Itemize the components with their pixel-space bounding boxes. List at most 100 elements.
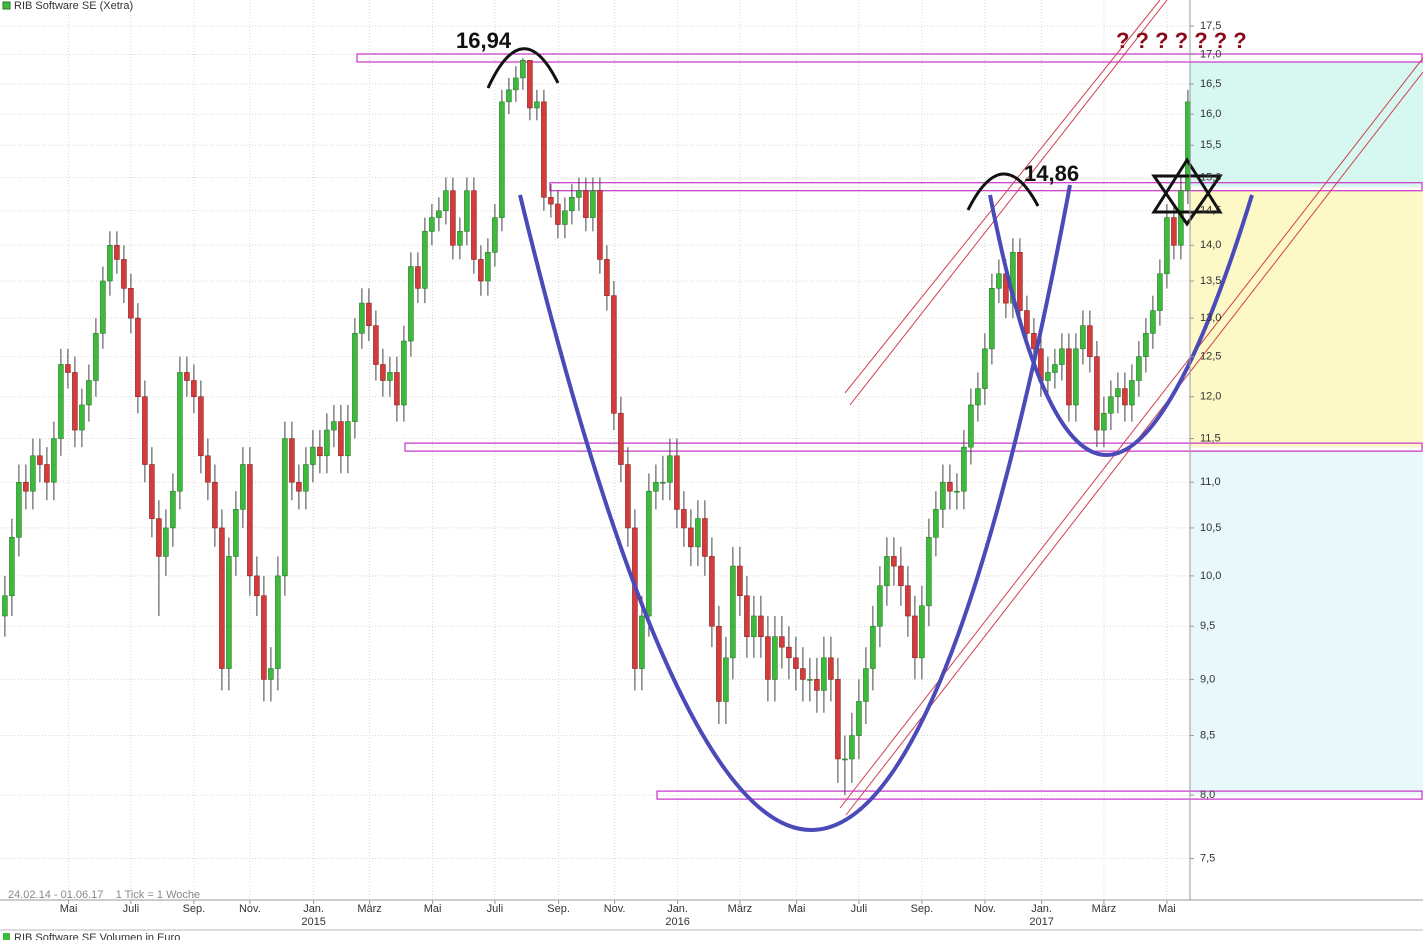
candle-body bbox=[457, 231, 463, 246]
candle-body bbox=[1122, 388, 1128, 406]
candle-body bbox=[590, 190, 596, 218]
candle-body bbox=[198, 396, 204, 457]
candle-body bbox=[646, 490, 652, 617]
candle-body bbox=[723, 657, 729, 702]
candle-body bbox=[947, 481, 953, 492]
candle-body bbox=[632, 527, 638, 669]
candle-body bbox=[933, 509, 939, 538]
annotation: ? ? ? ? ? ? ? bbox=[1116, 28, 1247, 53]
candle-body bbox=[282, 438, 288, 577]
candle-body bbox=[688, 527, 694, 548]
candle-body bbox=[856, 701, 862, 736]
candle-body bbox=[996, 273, 1002, 289]
candle-body bbox=[352, 333, 358, 422]
candle-body bbox=[23, 481, 29, 492]
candle-body bbox=[884, 556, 890, 587]
y-tick-label: 14,5 bbox=[1200, 205, 1221, 217]
candle-body bbox=[1108, 396, 1114, 414]
legend-icon bbox=[3, 933, 10, 940]
chart-title: RIB Software SE (Xetra) bbox=[14, 0, 133, 12]
candle-body bbox=[891, 556, 897, 567]
candle-body bbox=[471, 190, 477, 260]
zones bbox=[1190, 61, 1423, 796]
annotation: 16,94 bbox=[456, 28, 512, 53]
candle-body bbox=[681, 509, 687, 529]
candle-body bbox=[611, 295, 617, 414]
y-tick-label: 9,5 bbox=[1200, 620, 1215, 632]
x-tick-label: März bbox=[357, 903, 381, 915]
candle-body bbox=[226, 556, 232, 669]
candle-body bbox=[317, 446, 323, 457]
candle-body bbox=[975, 388, 981, 406]
x-tick-label: Jan. bbox=[667, 903, 688, 915]
lower-panel-title: RIB Software SE Volumen in Euro bbox=[14, 932, 180, 940]
candle-body bbox=[751, 615, 757, 637]
candle-body bbox=[1045, 372, 1051, 381]
candle-body bbox=[387, 372, 393, 381]
candle-body bbox=[506, 89, 512, 103]
channel-line bbox=[839, 57, 1423, 809]
candle-body bbox=[926, 537, 932, 607]
candle-body bbox=[44, 464, 50, 483]
year-label: 2017 bbox=[1029, 916, 1053, 928]
zone bbox=[1190, 61, 1423, 187]
candle-body bbox=[338, 421, 344, 457]
candle-body bbox=[786, 646, 792, 659]
candle-body bbox=[205, 455, 211, 483]
candle-body bbox=[1129, 380, 1135, 406]
candle-body bbox=[331, 421, 337, 431]
candle-body bbox=[142, 396, 148, 465]
candle-body bbox=[149, 464, 155, 519]
candle-body bbox=[513, 77, 519, 91]
x-tick-label: Nov. bbox=[604, 903, 626, 915]
zone bbox=[1190, 451, 1423, 796]
candle-body bbox=[1115, 388, 1121, 398]
candle-body bbox=[842, 758, 848, 761]
x-tick-label: Nov. bbox=[974, 903, 996, 915]
candle-body bbox=[464, 190, 470, 232]
y-tick-label: 11,0 bbox=[1200, 476, 1221, 488]
candle-body bbox=[1164, 217, 1170, 275]
candle-body bbox=[373, 325, 379, 365]
candle-body bbox=[639, 615, 645, 669]
handle-curve bbox=[988, 194, 1254, 457]
x-tick-label: Jan. bbox=[303, 903, 324, 915]
candle-body bbox=[163, 527, 169, 557]
candle-body bbox=[527, 60, 533, 109]
y-tick-label: 15,5 bbox=[1200, 139, 1221, 151]
candle-body bbox=[443, 190, 449, 212]
candle-body bbox=[1080, 325, 1086, 350]
candle-body bbox=[170, 490, 176, 529]
candle-body bbox=[478, 259, 484, 282]
candle-body bbox=[492, 217, 498, 253]
candle-body bbox=[324, 429, 330, 457]
candle-body bbox=[30, 455, 36, 492]
candle-body bbox=[534, 101, 540, 109]
candle-body bbox=[835, 679, 841, 760]
candle-body bbox=[121, 259, 127, 289]
candle-body bbox=[58, 364, 64, 439]
top-arc bbox=[966, 172, 1040, 211]
candle-body bbox=[541, 101, 547, 198]
candle-body bbox=[240, 464, 246, 510]
candle-body bbox=[597, 190, 603, 260]
candle-body bbox=[576, 190, 582, 198]
candle-body bbox=[1094, 356, 1100, 431]
candle-body bbox=[16, 481, 22, 538]
x-tick-label: Nov. bbox=[239, 903, 261, 915]
y-tick-label: 14,0 bbox=[1200, 239, 1221, 251]
candle-body bbox=[184, 372, 190, 381]
candle-body bbox=[1171, 217, 1177, 246]
candle-body bbox=[870, 625, 876, 669]
candle-body bbox=[625, 464, 631, 529]
legend-icon bbox=[2, 1, 11, 10]
candle-body bbox=[807, 679, 813, 681]
candle-body bbox=[366, 302, 372, 326]
candle-body bbox=[604, 259, 610, 296]
candle-body bbox=[296, 481, 302, 492]
channel-line bbox=[844, 0, 1161, 394]
annotation: 14,86 bbox=[1024, 161, 1079, 186]
candle-body bbox=[86, 380, 92, 406]
candle-body bbox=[359, 302, 365, 334]
candle-body bbox=[660, 481, 666, 484]
